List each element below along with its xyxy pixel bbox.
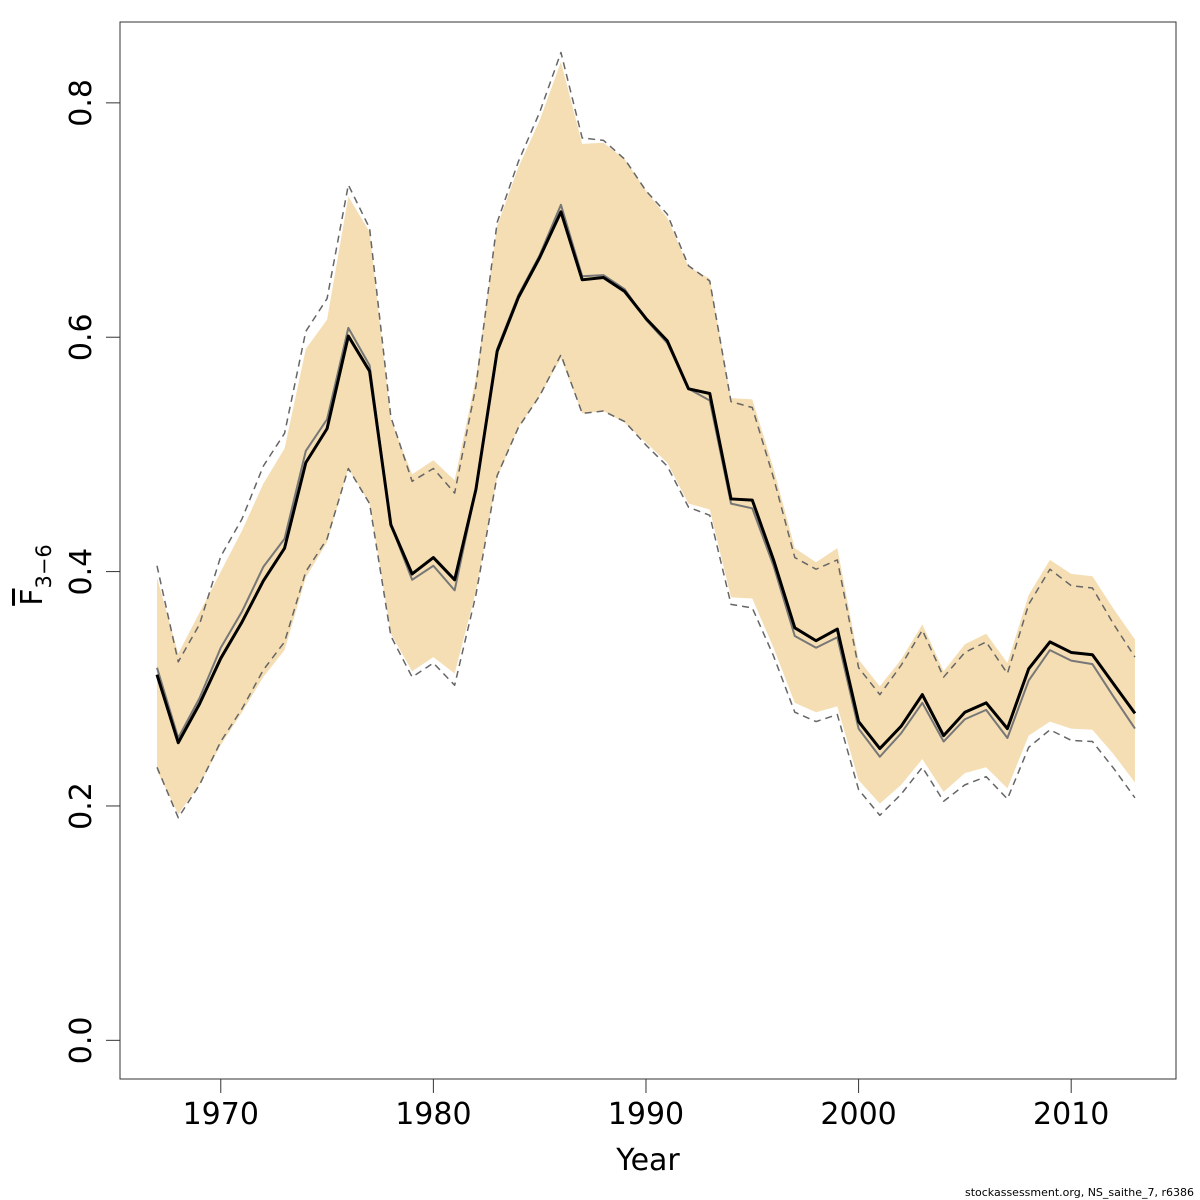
x-tick-label: 1970 bbox=[183, 1097, 259, 1132]
y-tick-label: 0.0 bbox=[64, 1016, 99, 1064]
y-tick-label: 0.4 bbox=[64, 548, 99, 596]
y-axis-label-main: F bbox=[15, 589, 50, 606]
x-tick-label: 2000 bbox=[820, 1097, 896, 1132]
y-tick-label: 0.8 bbox=[64, 79, 99, 127]
plot-frame bbox=[119, 21, 1177, 1080]
x-axis-label: Year bbox=[615, 1143, 680, 1178]
x-tick-label: 1990 bbox=[608, 1097, 684, 1132]
y-axis-label: F3−6 bbox=[15, 544, 56, 606]
y-axis-label-text: F3−6 bbox=[15, 544, 56, 606]
footnote: stockassessment.org, NS_saithe_7, r6386 bbox=[965, 1186, 1194, 1199]
y-tick-label: 0.6 bbox=[64, 313, 99, 361]
y-tick-label: 0.2 bbox=[64, 782, 99, 830]
x-tick-label: 1980 bbox=[395, 1097, 471, 1132]
series-line bbox=[156, 51, 1136, 696]
series-line bbox=[156, 354, 1136, 819]
confidence-band bbox=[156, 61, 1135, 815]
y-axis-label-subscript: 3−6 bbox=[32, 544, 56, 588]
series-line bbox=[155, 210, 1137, 751]
x-tick-label: 2010 bbox=[1033, 1097, 1109, 1132]
